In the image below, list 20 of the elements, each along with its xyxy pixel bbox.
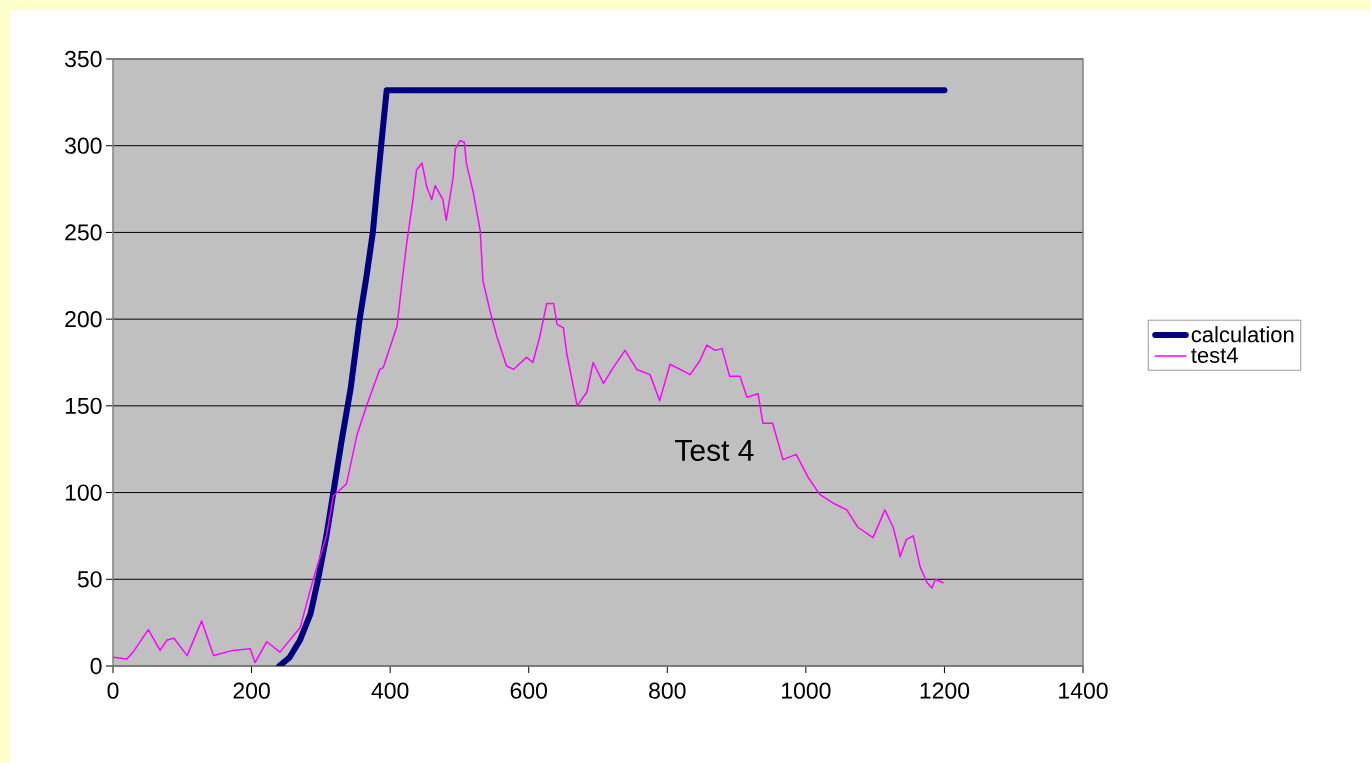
x-tick-label: 1000	[782, 682, 831, 699]
y-tick-label: 250	[65, 224, 102, 241]
x-tick-label: 200	[233, 682, 270, 699]
y-tick-label: 300	[64, 137, 102, 154]
legend-label: calculation	[1191, 326, 1294, 343]
line-series	[113, 139, 944, 664]
y-tick-label: 50	[77, 571, 102, 588]
x-tick-label: 1400	[1059, 682, 1108, 699]
y-tick-label: 200	[65, 310, 102, 328]
y-tick-label: 150	[65, 397, 102, 414]
x-tick-label: 0	[107, 682, 119, 699]
y-tick-label: 100	[65, 484, 102, 501]
x-tick-label: 600	[510, 682, 547, 699]
x-tick-label: 1200	[920, 682, 970, 699]
x-tick-label: 800	[649, 682, 686, 699]
annotation: Test 4	[675, 440, 754, 461]
x-tick-label: 400	[371, 682, 409, 699]
y-tick-label: 0	[90, 657, 102, 675]
legend-label: test4	[1191, 347, 1238, 363]
y-tick-label: 350	[64, 50, 102, 68]
